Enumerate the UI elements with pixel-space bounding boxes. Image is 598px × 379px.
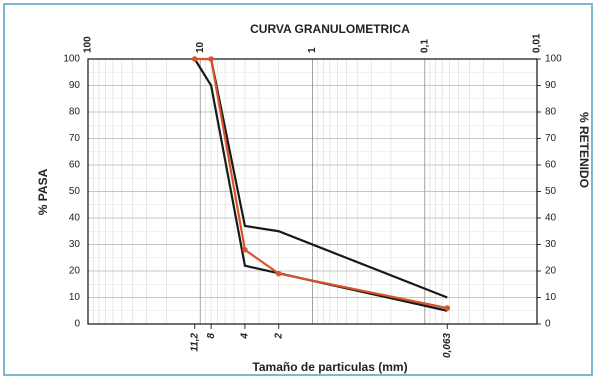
x-tick-label: 0,063 [442, 333, 453, 358]
y-axis-label: % PASA [36, 168, 50, 215]
x-axis-label: Tamaño de particulas (mm) [252, 360, 407, 374]
x-tick-label: 11,2 [189, 333, 200, 352]
y-tick-label: 20 [69, 266, 81, 277]
y-tick-label: 100 [63, 54, 80, 65]
plot-border [87, 58, 538, 325]
point [444, 305, 451, 311]
y-tick-label: 80 [69, 107, 81, 118]
point [208, 56, 214, 62]
y-tick-label: 50 [69, 186, 81, 197]
series-line [210, 58, 448, 299]
point [191, 56, 198, 62]
x2-tick-label: 100 [83, 36, 94, 53]
y-tick-label: 40 [69, 213, 81, 224]
x2-tick-label: 0,01 [532, 33, 543, 53]
point [242, 247, 248, 253]
y2-tick-label: 10 [545, 292, 557, 303]
y2-tick-label: 80 [545, 107, 557, 118]
y2-tick-label: 100 [545, 54, 562, 65]
x2-tick-label: 10 [195, 41, 206, 53]
y-tick-label: 90 [69, 80, 81, 91]
x2-tick-label: 1 [307, 47, 318, 53]
y-tick-label: 30 [69, 239, 81, 250]
y2-tick-label: 0 [545, 319, 551, 330]
y2-tick-label: 70 [545, 133, 557, 144]
y2-tick-label: 60 [545, 160, 557, 171]
y2-tick-label: 20 [545, 266, 557, 277]
x-tick-label: 8 [206, 333, 217, 339]
y2-tick-label: 40 [545, 213, 557, 224]
y-tick-label: 10 [69, 292, 81, 303]
x2-tick-label: 0,1 [419, 39, 430, 53]
x-tick-label: 4 [240, 333, 251, 340]
point [275, 270, 282, 277]
y-tick-label: 0 [74, 319, 80, 330]
y-tick-label: 70 [69, 133, 81, 144]
y-tick-label: 60 [69, 160, 81, 171]
chart-title: CURVA GRANULOMETRICA [250, 22, 410, 36]
y2-tick-label: 50 [545, 186, 557, 197]
y2-tick-label: 90 [545, 80, 557, 91]
y2-axis-label: % RETENIDO [577, 112, 591, 188]
y2-tick-label: 30 [545, 239, 557, 250]
x-tick-label: 2 [273, 333, 284, 340]
